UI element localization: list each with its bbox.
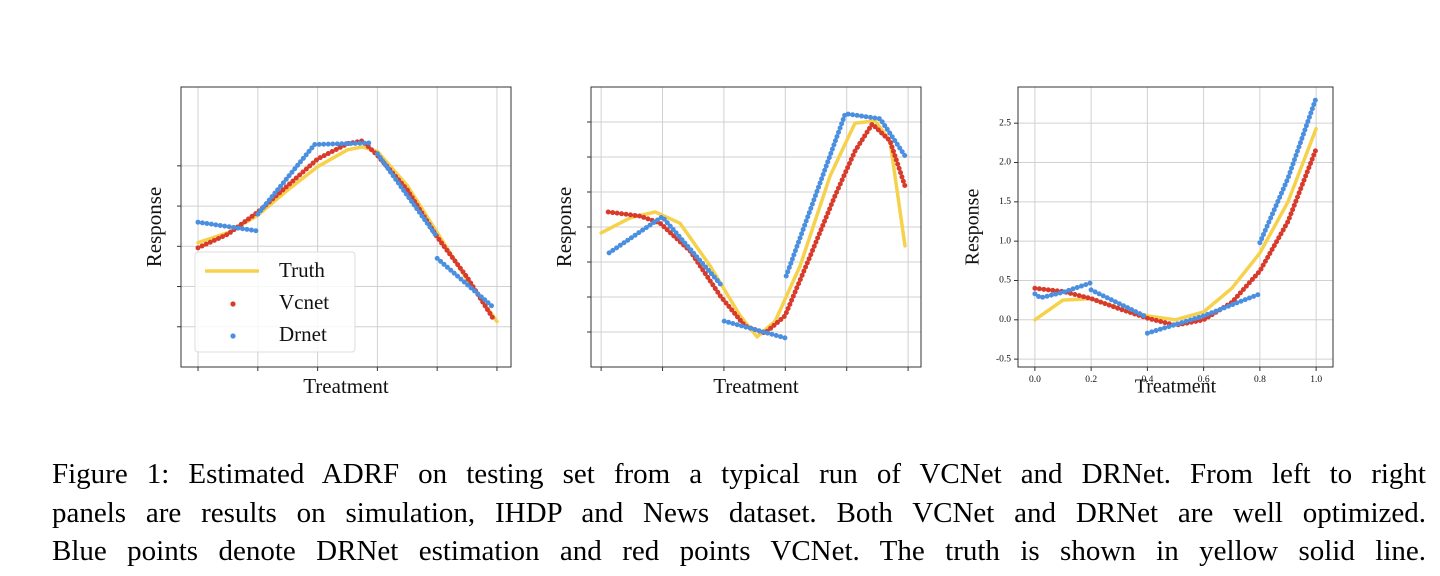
axes-frame	[1017, 86, 1334, 368]
x-axis-label: Treatment	[713, 374, 799, 398]
legend-marker	[230, 333, 236, 339]
figure: TreatmentResponseTruthVcnetDrnetTreatmen…	[142, 86, 1334, 398]
x-tick-label: 0.2	[1085, 375, 1097, 385]
series-line	[1033, 126, 1318, 322]
chart: 0.0 0.2 0.4 0.6 0.8 1.0 -0.5 0.0 0.5 1.0 1.5 2.0 2.5…	[962, 86, 1334, 398]
series-line	[606, 111, 908, 341]
y-tick-label: 0.5	[999, 276, 1011, 286]
series-line	[195, 140, 497, 311]
legend-label: Drnet	[279, 322, 327, 346]
y-tick-label: 2.5	[999, 118, 1011, 128]
legend-marker	[230, 301, 236, 307]
x-axis-label: Treatment	[303, 374, 389, 398]
caption-line: panels are results on simulation, IHDP a…	[52, 496, 1426, 529]
x-axis-label: Treatment	[1135, 376, 1217, 398]
x-tick-label: 0.6	[1198, 375, 1210, 385]
legend-label: Vcnet	[279, 290, 329, 314]
y-tick-label: 0.0	[999, 315, 1011, 325]
chart: Treatment Response Truth Vcnet Drnet	[142, 86, 512, 398]
series-line	[599, 119, 907, 339]
caption-line: Blue points denote DRNet estimation and …	[52, 535, 1426, 567]
y-tick-label: -0.5	[996, 354, 1011, 364]
x-tick-label: 0.0	[1029, 375, 1041, 385]
caption: Figure 1: Estimated ADRF on testing set …	[52, 455, 1426, 571]
x-tick-label: 0.4	[1141, 375, 1153, 385]
y-axis-label: Response	[142, 187, 166, 268]
chart: Treatment Response	[552, 86, 922, 398]
axes-frame	[180, 86, 512, 368]
caption-line: Figure 1: Estimated ADRF on testing set …	[52, 458, 1426, 490]
x-tick-label: 0.8	[1254, 375, 1266, 385]
x-tick-label: 1.0	[1310, 375, 1322, 385]
axes-frame	[590, 86, 922, 368]
y-tick-label: 1.5	[999, 197, 1011, 207]
series-line	[1032, 95, 1319, 336]
legend-frame	[194, 251, 356, 353]
y-tick-label: 1.0	[999, 236, 1011, 246]
legend-label: Truth	[279, 258, 325, 282]
y-axis-label: Response	[552, 187, 576, 268]
y-tick-label: 2.0	[999, 158, 1011, 168]
legend: Truth Vcnet Drnet	[194, 251, 356, 353]
series-line	[605, 121, 908, 336]
y-axis-label: Response	[962, 189, 984, 266]
